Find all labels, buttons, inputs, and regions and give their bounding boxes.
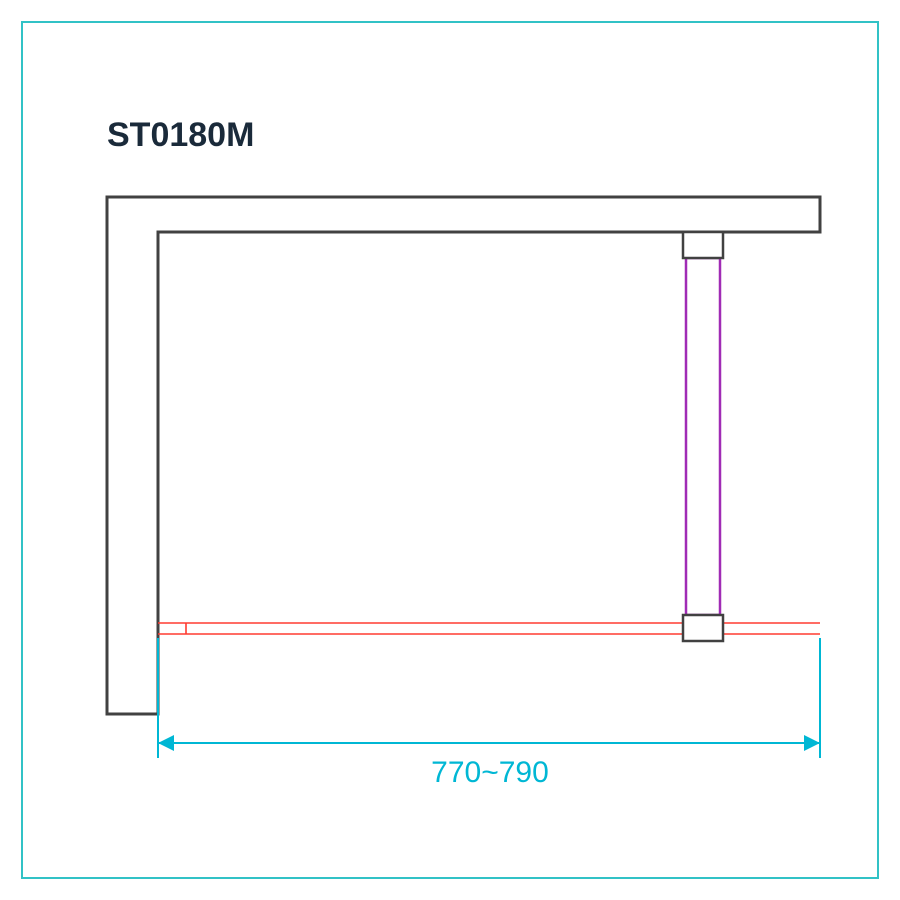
dimension-arrow-right — [804, 735, 820, 751]
dimension-line — [158, 742, 820, 744]
diagram-canvas: ST0180M 770~790 — [0, 0, 900, 900]
dimension-label: 770~790 — [380, 756, 600, 790]
dimension-arrow-left — [158, 735, 174, 751]
